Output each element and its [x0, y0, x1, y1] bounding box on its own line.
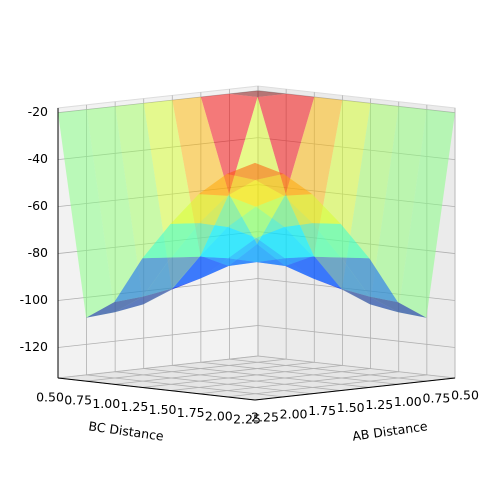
surface-patch [341, 257, 398, 303]
surface-patch [198, 173, 256, 196]
y-axis [57, 377, 256, 401]
surface-patch [284, 194, 341, 224]
y-tick-label: 2.25 [233, 412, 261, 427]
x-tick-label: 2.25 [251, 410, 279, 425]
surface-patch [341, 288, 399, 313]
surface-patch [256, 226, 313, 259]
surface-patch [369, 296, 427, 318]
surface-patch [142, 223, 200, 259]
x-tick-label: 1.25 [365, 397, 393, 412]
surface-patch [170, 194, 228, 224]
surface-patch [256, 258, 314, 279]
x-tick-label: 2.00 [280, 406, 308, 421]
x-tick-label: 0.75 [423, 391, 451, 406]
y-axis-label: BC Distance [88, 418, 165, 443]
surface-patch [313, 256, 370, 297]
surface-patch [226, 162, 284, 181]
surface-patch [312, 223, 370, 259]
surface-patch [114, 257, 171, 303]
surface-patch [171, 223, 228, 258]
surface-patch [229, 90, 287, 97]
surface-patch [398, 109, 455, 318]
x-axis-label: AB Distance [351, 418, 428, 443]
surface-patch [227, 180, 284, 207]
z-tick-label: -80 [28, 245, 48, 260]
surface-patch [284, 256, 342, 289]
z-tick-label: -100 [20, 292, 48, 307]
surface-patch [114, 288, 172, 313]
surface-patch [200, 93, 258, 195]
y-tick-label: 2.00 [205, 408, 233, 423]
x-tick-label: 1.75 [308, 403, 336, 418]
y-tick-label: 0.75 [64, 393, 92, 408]
surface-patch [255, 173, 313, 196]
surface-patch [86, 106, 144, 313]
surface [58, 90, 455, 318]
z-tick-label: -120 [20, 339, 48, 354]
surface-patch [86, 296, 143, 318]
surface-patch [199, 195, 256, 227]
surface-patch [171, 256, 229, 289]
surface-patch [58, 109, 115, 318]
x-axis [254, 377, 456, 401]
y-tick-label: 1.75 [177, 405, 205, 420]
surface-patch [370, 106, 427, 313]
y-tick-label: 0.50 [36, 390, 64, 405]
y-tick-label: 1.00 [92, 396, 120, 411]
surface-patch [257, 93, 315, 195]
surface-patch [227, 206, 285, 238]
surface-patch [142, 256, 200, 297]
x-tick-label: 1.00 [394, 394, 422, 409]
y-tick-label: 1.25 [121, 399, 149, 414]
z-tick-label: -40 [28, 151, 48, 166]
z-tick-label: -60 [28, 198, 48, 213]
surface-patch [199, 226, 257, 259]
x-tick-label: 1.50 [337, 400, 365, 415]
surface-patch [200, 258, 257, 279]
x-tick-label: 0.50 [451, 388, 479, 403]
surface-patch [284, 223, 342, 258]
z-tick-label: -20 [28, 104, 48, 119]
surface-patch [255, 195, 313, 227]
y-tick-label: 1.50 [149, 402, 177, 417]
surface-patch [228, 237, 285, 263]
